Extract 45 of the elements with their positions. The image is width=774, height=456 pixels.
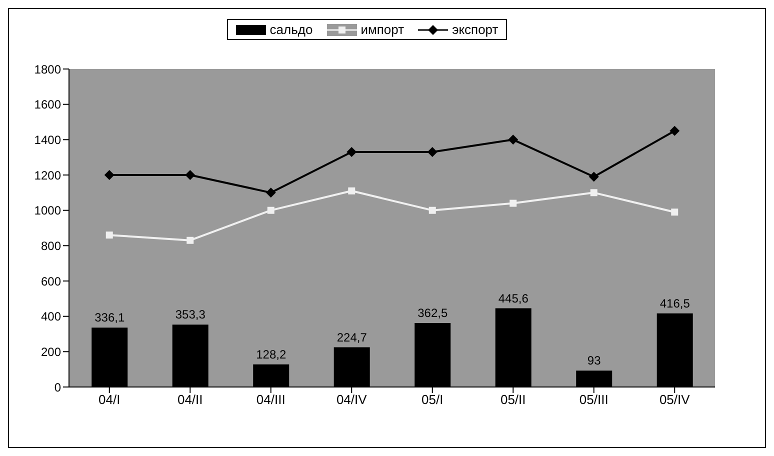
point — [670, 126, 680, 136]
point — [185, 170, 196, 180]
x-tick-label: 04/III — [256, 392, 286, 408]
point — [671, 208, 678, 216]
point — [267, 206, 274, 214]
legend-label: сальдо — [270, 22, 313, 37]
data-label: 224,7 — [336, 330, 368, 344]
y-tick-label: 600 — [40, 274, 62, 288]
data-label: 445,6 — [498, 291, 529, 306]
x-tick-label: 04/IV — [336, 392, 368, 408]
point — [508, 134, 518, 145]
legend-label: импорт — [360, 22, 404, 37]
data-label: 353,3 — [175, 308, 206, 322]
y-tick-label: 400 — [40, 310, 62, 324]
point — [346, 147, 357, 158]
point — [186, 236, 194, 244]
x-tick-label: 05/IV — [659, 392, 690, 408]
point — [588, 172, 599, 182]
point — [266, 188, 276, 198]
legend-label: экспорт — [452, 22, 498, 37]
data-label: 128,2 — [256, 347, 286, 362]
y-tick-label: 1200 — [34, 168, 62, 182]
y-tick-label: 0 — [54, 380, 62, 394]
data-label: 93 — [587, 354, 602, 368]
y-tick-label: 1800 — [34, 62, 62, 76]
x-tick-label: 05/I — [422, 392, 444, 408]
x-tick-label: 05/II — [500, 392, 526, 408]
point — [590, 189, 598, 196]
data-label: 336,1 — [94, 310, 125, 325]
x-tick-label: 04/I — [98, 392, 120, 408]
x-tick-label: 04/II — [177, 392, 203, 408]
y-tick-label: 200 — [40, 344, 62, 359]
data-label: 416,5 — [660, 296, 690, 310]
point — [428, 206, 436, 214]
point — [510, 200, 517, 207]
point — [348, 187, 356, 194]
x-tick-label: 05/III — [579, 392, 608, 408]
point — [104, 170, 114, 180]
y-tick-label: 1400 — [34, 132, 62, 147]
data-label: 362,5 — [418, 306, 448, 320]
point — [106, 232, 113, 239]
y-tick-label: 1600 — [34, 98, 62, 112]
y-tick-label: 1000 — [34, 204, 62, 218]
y-tick-label: 800 — [40, 238, 62, 253]
point — [427, 147, 438, 158]
